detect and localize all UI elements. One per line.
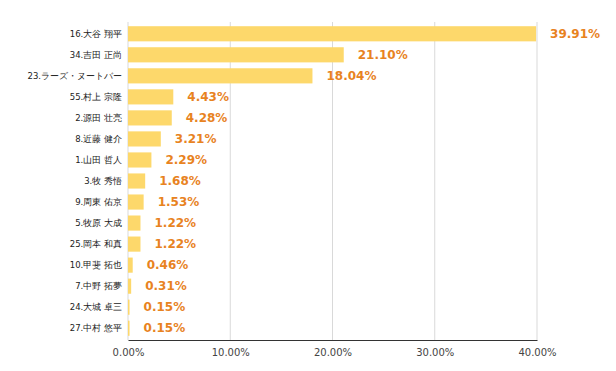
y-tick: 25.岡本 和真 [70, 239, 128, 249]
y-tick: 55.村上 宗隆 [70, 92, 128, 102]
y-tick-label: 16.大谷 翔平 [70, 28, 122, 38]
bar [128, 68, 312, 83]
x-tick-label: 20.00% [314, 347, 352, 358]
bar [128, 321, 130, 336]
x-tick: 20.00% [314, 340, 352, 358]
chart: 0.00% 10.00% 20.00% 30.00% 40.00% 16.大谷 翔平 34.… [0, 0, 616, 371]
grid-line [537, 22, 538, 340]
y-tick-label: 7.中野 拓夢 [75, 281, 122, 291]
y-tick-label: 24.大城 卓三 [70, 302, 122, 312]
y-tick: 1.山田 哲人 [75, 155, 128, 165]
grid-line [434, 22, 435, 340]
x-axis: 0.00% 10.00% 20.00% 30.00% 40.00% [113, 340, 557, 358]
y-tick: 9.周東 佑京 [75, 197, 128, 207]
y-axis: 16.大谷 翔平 34.吉田 正尚 23.ラーズ・ヌートバー 55.村上 宗隆 2.源田… [27, 28, 128, 332]
bar [128, 173, 145, 188]
x-tick: 30.00% [416, 340, 454, 358]
y-tick: 5.牧原 大成 [75, 218, 128, 228]
x-tick-label: 10.00% [212, 347, 250, 358]
x-tick-label: 40.00% [518, 347, 556, 358]
bar [128, 194, 144, 209]
data-label: 1.68% [159, 174, 201, 188]
data-label: 4.43% [187, 90, 229, 104]
y-tick-label: 25.岡本 和真 [70, 239, 122, 249]
x-tick: 40.00% [518, 340, 556, 358]
y-tick: 34.吉田 正尚 [70, 50, 128, 60]
bar [128, 47, 344, 62]
data-label: 1.22% [154, 237, 196, 251]
x-tick: 0.00% [113, 340, 145, 358]
y-tick: 2.源田 壮亮 [75, 113, 128, 123]
y-tick-label: 34.吉田 正尚 [70, 50, 122, 60]
data-label: 4.28% [186, 111, 228, 125]
y-tick: 7.中野 拓夢 [75, 281, 128, 291]
y-tick: 24.大城 卓三 [70, 302, 128, 312]
y-tick-label: 10.甲斐 拓也 [70, 260, 122, 270]
data-label: 1.22% [154, 216, 196, 230]
data-label: 1.53% [158, 195, 200, 209]
y-tick-label: 23.ラーズ・ヌートバー [27, 71, 122, 81]
data-label: 0.31% [145, 279, 187, 293]
data-label: 0.46% [147, 258, 189, 272]
bar [128, 26, 536, 41]
data-label: 39.91% [550, 27, 600, 41]
bar [128, 131, 161, 146]
x-tick-label: 30.00% [416, 347, 454, 358]
x-axis-line [129, 340, 538, 341]
data-label: 3.21% [175, 132, 217, 146]
bar [128, 300, 130, 315]
y-tick-label: 55.村上 宗隆 [70, 92, 122, 102]
grid [128, 22, 537, 340]
y-tick-label: 2.源田 壮亮 [75, 113, 122, 123]
y-tick: 8.近藤 健介 [75, 134, 128, 144]
y-tick-label: 27.中村 悠平 [70, 323, 122, 333]
data-label: 0.15% [144, 321, 186, 335]
data-label: 18.04% [326, 69, 376, 83]
bar [128, 237, 140, 252]
y-tick: 10.甲斐 拓也 [70, 260, 128, 270]
y-tick: 16.大谷 翔平 [70, 28, 128, 38]
bars [128, 26, 536, 336]
bar [128, 110, 172, 125]
y-tick: 3.牧 秀悟 [84, 176, 128, 186]
y-tick: 27.中村 悠平 [70, 323, 128, 333]
bar [128, 152, 151, 167]
y-tick: 23.ラーズ・ヌートバー [27, 71, 128, 81]
y-tick-label: 5.牧原 大成 [75, 218, 122, 228]
data-labels: 39.91% 21.10% 18.04% 4.43% 4.28% 3.21% 2.29% 1.… [144, 27, 601, 335]
x-tick-label: 0.00% [113, 347, 145, 358]
y-tick-label: 9.周東 佑京 [75, 197, 122, 207]
bar [128, 89, 173, 104]
data-label: 0.15% [144, 300, 186, 314]
y-tick-label: 3.牧 秀悟 [84, 176, 122, 186]
x-tick: 10.00% [212, 340, 250, 358]
data-label: 21.10% [358, 48, 408, 62]
data-label: 2.29% [165, 153, 207, 167]
y-tick-label: 1.山田 哲人 [75, 155, 122, 165]
bar [128, 279, 131, 294]
y-tick-label: 8.近藤 健介 [75, 134, 122, 144]
bar [128, 258, 133, 273]
bar [128, 215, 140, 230]
